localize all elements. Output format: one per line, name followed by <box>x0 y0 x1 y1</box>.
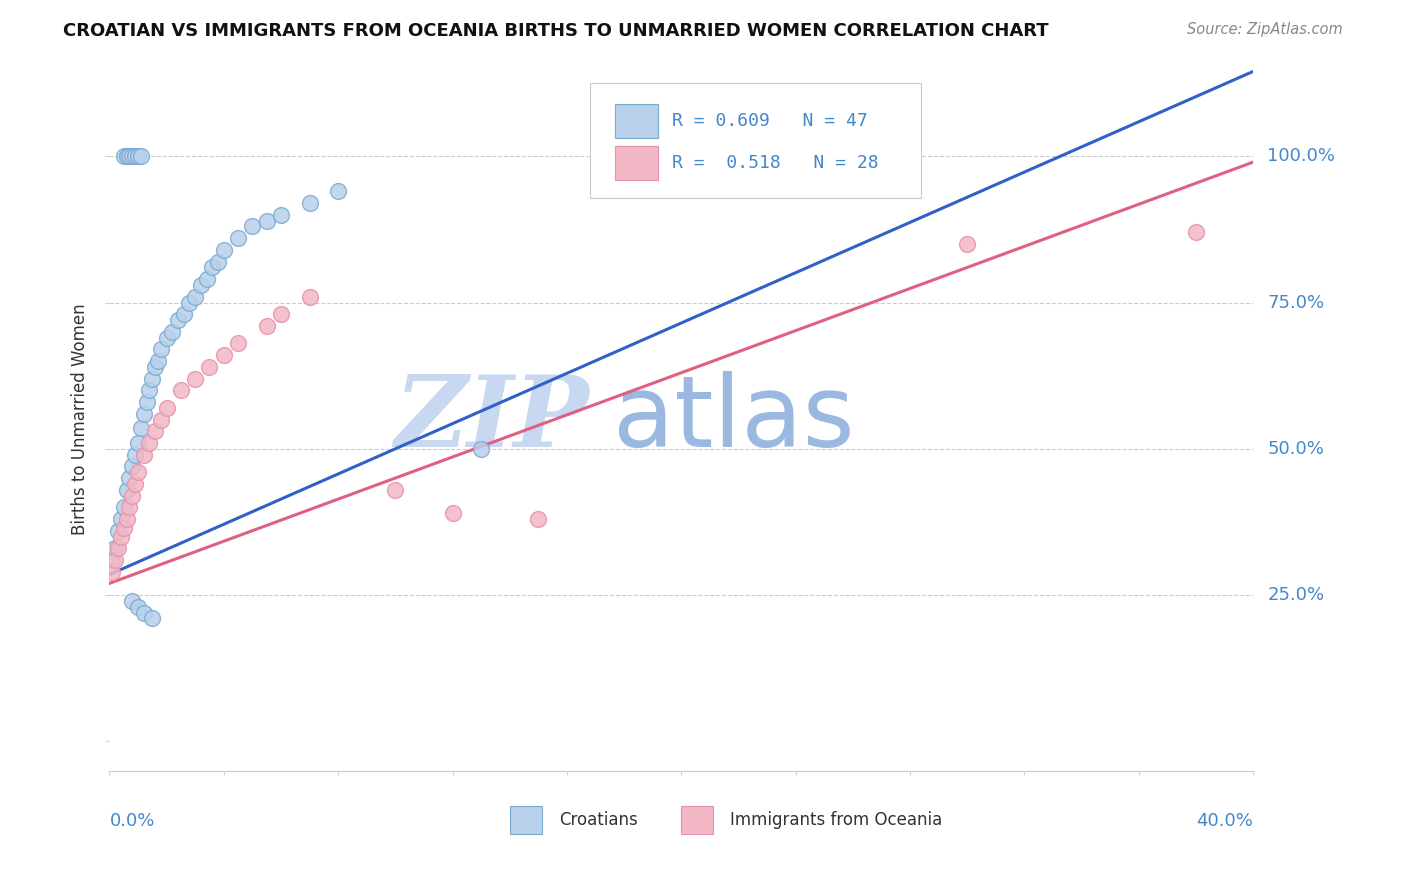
Point <box>184 371 207 385</box>
Text: 25.0%: 25.0% <box>1267 586 1324 604</box>
Y-axis label: Births to Unmarried Women: Births to Unmarried Women <box>72 304 89 535</box>
Text: 40.0%: 40.0% <box>1197 812 1253 830</box>
Point <box>121 594 143 608</box>
Point <box>101 565 124 579</box>
Point <box>270 208 292 222</box>
Point <box>256 318 278 333</box>
Point <box>179 295 201 310</box>
Point <box>112 521 135 535</box>
Point <box>115 512 138 526</box>
Point <box>138 436 160 450</box>
Text: 75.0%: 75.0% <box>1267 293 1324 311</box>
Point <box>1185 225 1208 239</box>
Point <box>956 237 979 252</box>
Point <box>132 407 155 421</box>
FancyBboxPatch shape <box>589 83 921 198</box>
Text: CROATIAN VS IMMIGRANTS FROM OCEANIA BIRTHS TO UNMARRIED WOMEN CORRELATION CHART: CROATIAN VS IMMIGRANTS FROM OCEANIA BIRT… <box>63 22 1049 40</box>
Point <box>198 359 221 374</box>
Point <box>124 448 146 462</box>
Point <box>104 553 127 567</box>
Point <box>270 307 292 321</box>
Point <box>135 395 157 409</box>
Bar <box>510 805 541 834</box>
Point <box>110 530 132 544</box>
Point <box>195 272 218 286</box>
Point <box>107 524 129 538</box>
Point <box>118 471 141 485</box>
Point <box>384 483 406 497</box>
Point <box>118 500 141 515</box>
Point <box>121 459 143 474</box>
Point <box>112 149 135 163</box>
Point <box>226 336 249 351</box>
Text: Immigrants from Oceania: Immigrants from Oceania <box>731 811 942 829</box>
Point <box>104 541 127 556</box>
Point <box>441 506 464 520</box>
Text: 50.0%: 50.0% <box>1267 440 1324 458</box>
Point <box>124 476 146 491</box>
Point <box>207 254 229 268</box>
Point <box>162 325 184 339</box>
Text: Croatians: Croatians <box>558 811 638 829</box>
Point <box>155 401 177 415</box>
Text: R = 0.609   N = 47: R = 0.609 N = 47 <box>672 112 868 130</box>
Point <box>124 149 146 163</box>
Point <box>118 149 141 163</box>
Point <box>127 599 149 614</box>
Point <box>129 149 152 163</box>
Point <box>121 149 143 163</box>
Point <box>212 243 235 257</box>
Point <box>141 371 163 385</box>
Point <box>173 307 195 321</box>
Bar <box>614 146 658 180</box>
Point <box>212 348 235 362</box>
Point <box>170 384 193 398</box>
Bar <box>682 805 713 834</box>
Point <box>143 359 166 374</box>
Point <box>121 489 143 503</box>
Point <box>298 196 321 211</box>
Point <box>146 354 169 368</box>
Point <box>129 421 152 435</box>
Point <box>527 512 550 526</box>
Point <box>470 442 492 456</box>
Text: R =  0.518   N = 28: R = 0.518 N = 28 <box>672 154 879 172</box>
Point <box>127 149 149 163</box>
Point <box>226 231 249 245</box>
Point <box>184 290 207 304</box>
Point <box>127 465 149 479</box>
Text: 100.0%: 100.0% <box>1267 147 1336 165</box>
Point <box>112 500 135 515</box>
Point <box>240 219 263 234</box>
Point <box>190 277 212 292</box>
Point <box>101 553 124 567</box>
Point <box>127 436 149 450</box>
Point <box>141 611 163 625</box>
Point <box>298 290 321 304</box>
Text: atlas: atlas <box>613 371 855 468</box>
Point <box>143 424 166 438</box>
Point <box>110 512 132 526</box>
Point <box>132 606 155 620</box>
Point <box>167 313 190 327</box>
Bar <box>614 104 658 138</box>
Point <box>149 343 172 357</box>
Point <box>138 384 160 398</box>
Point <box>115 483 138 497</box>
Point <box>132 448 155 462</box>
Point <box>201 260 224 275</box>
Text: ZIP: ZIP <box>395 371 589 467</box>
Point <box>115 149 138 163</box>
Point <box>326 185 349 199</box>
Point <box>256 213 278 227</box>
Point <box>149 412 172 426</box>
Point <box>155 331 177 345</box>
Point <box>107 541 129 556</box>
Text: 0.0%: 0.0% <box>110 812 155 830</box>
Text: Source: ZipAtlas.com: Source: ZipAtlas.com <box>1187 22 1343 37</box>
